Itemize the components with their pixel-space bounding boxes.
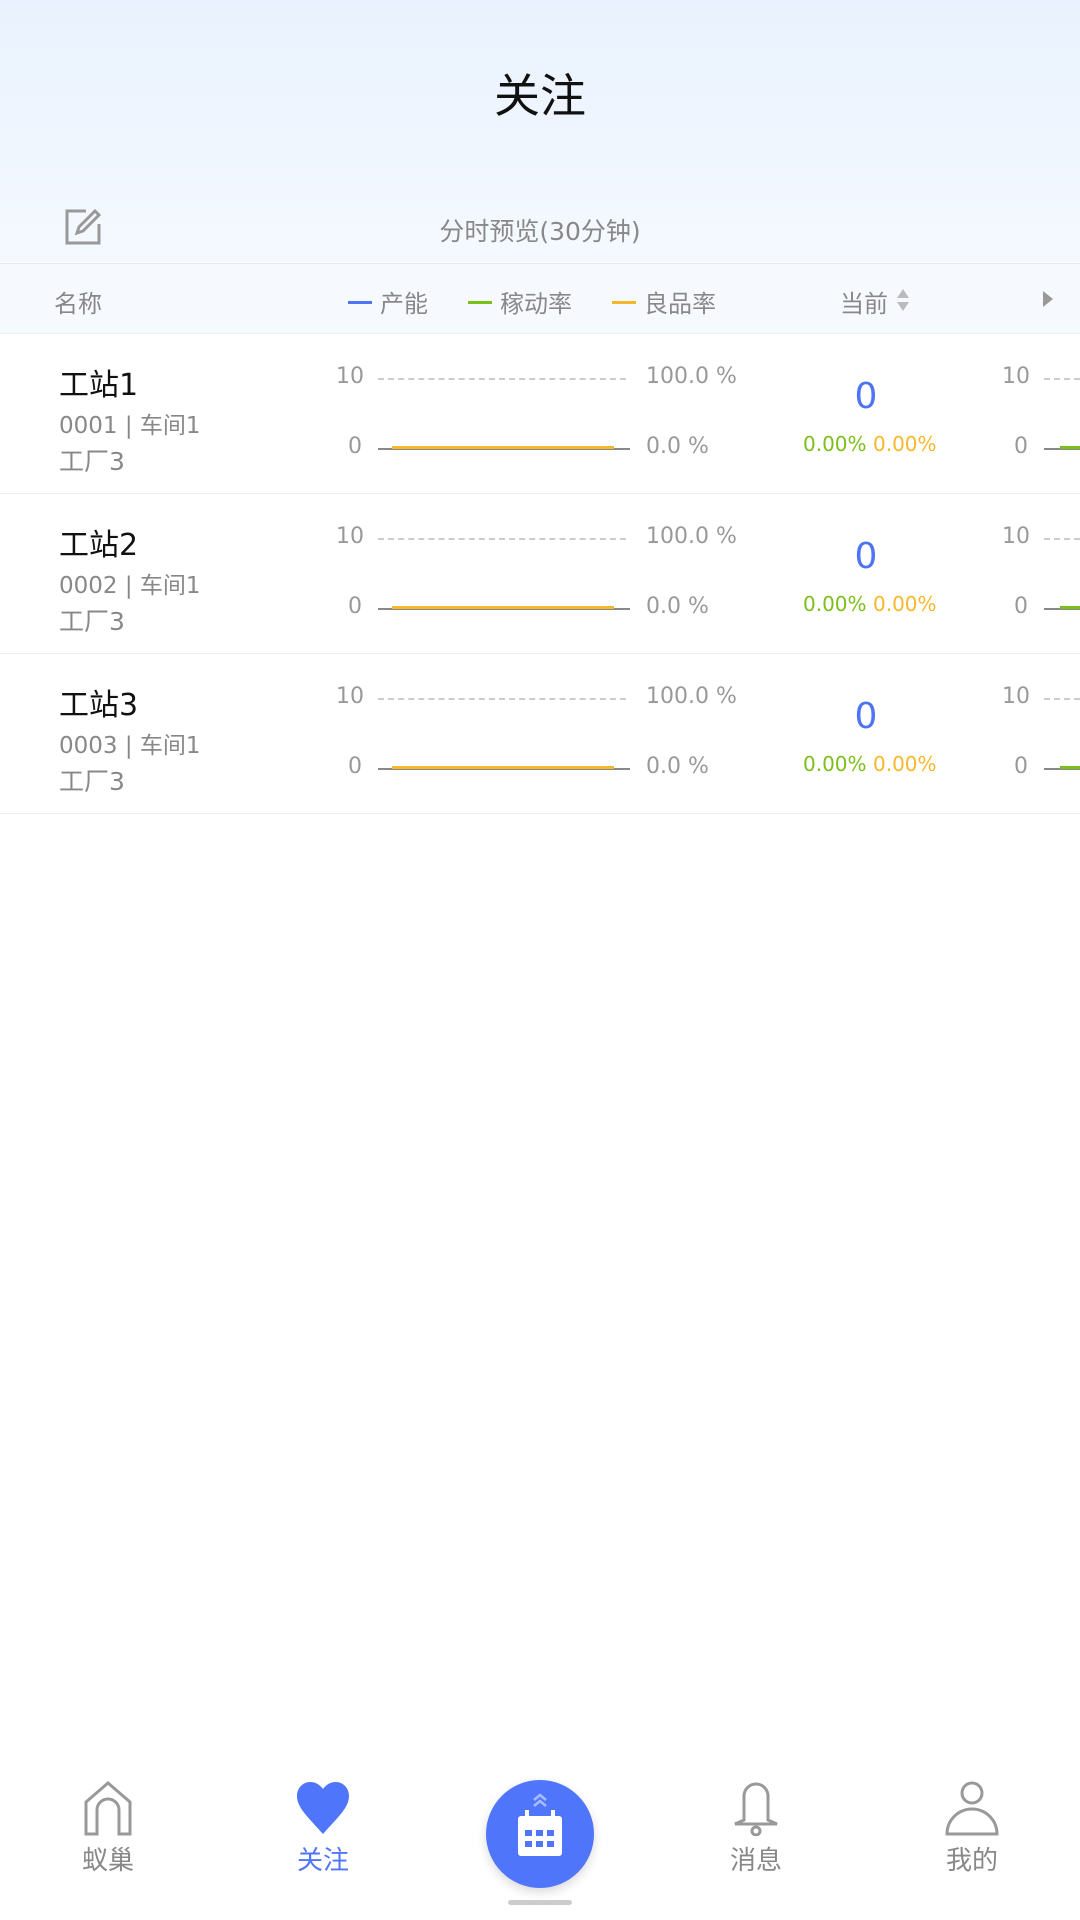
calendar-icon [518, 1793, 562, 1856]
next-axis-min: 0 [1014, 434, 1028, 459]
yield-value: 0.00% [873, 432, 937, 456]
utilization-value: 0.00% [803, 592, 867, 616]
yield-value: 0.00% [873, 752, 937, 776]
station-factory: 工厂3 [59, 447, 125, 476]
table-row[interactable]: 工站3 0003 | 车间1 工厂3 10 0 100.0 % 0.0 % 0 … [0, 654, 1080, 814]
axis-min: 0 [348, 434, 362, 459]
axis-right-max: 100.0 % [646, 684, 737, 709]
next-grid-line [1044, 538, 1080, 540]
next-grid-line [1044, 698, 1080, 700]
home-icon [84, 1781, 132, 1836]
bell-icon [734, 1782, 778, 1836]
next-axis-max: 10 [1002, 524, 1030, 549]
page-title: 关注 [494, 69, 586, 123]
header: 关注 分时预览(30分钟) [0, 0, 1080, 262]
next-utilization-line [1060, 446, 1080, 449]
next-axis-min: 0 [1014, 594, 1028, 619]
table-row[interactable]: 工站2 0002 | 车间1 工厂3 10 0 100.0 % 0.0 % 0 … [0, 494, 1080, 654]
legend-yield: 良品率 [612, 284, 716, 319]
user-icon [945, 1781, 999, 1836]
utilization-value: 0.00% [803, 432, 867, 456]
nav-item-profile[interactable]: 我的 [912, 1780, 1032, 1877]
current-value: 0 [854, 696, 878, 737]
grid-line [378, 698, 626, 700]
utilization-value: 0.00% [803, 752, 867, 776]
yield-value: 0.00% [873, 592, 937, 616]
axis-right-max: 100.0 % [646, 524, 737, 549]
home-indicator [508, 1900, 572, 1905]
station-name: 工站2 [59, 528, 139, 563]
axis-baseline [378, 608, 630, 610]
station-code: 0001 | 车间1 [59, 413, 201, 439]
grid-line [378, 378, 626, 380]
next-axis-min: 0 [1014, 754, 1028, 779]
calendar-button[interactable] [486, 1780, 594, 1888]
toolbar-label: 分时预览(30分钟) [439, 217, 641, 246]
heart-icon [297, 1782, 349, 1834]
axis-max: 10 [336, 364, 364, 389]
axis-baseline [378, 448, 630, 450]
column-current-sort[interactable]: 当前 [840, 284, 910, 319]
next-utilization-line [1060, 606, 1080, 609]
next-utilization-line [1060, 766, 1080, 769]
next-axis-max: 10 [1002, 684, 1030, 709]
table-header: 名称 产能 稼动率 良品率 当前 [0, 263, 1080, 334]
station-name: 工站1 [59, 368, 139, 403]
edit-icon[interactable] [64, 208, 102, 246]
station-code: 0002 | 车间1 [59, 573, 201, 599]
sort-icon [896, 289, 909, 311]
scroll-right-icon[interactable] [1042, 290, 1054, 308]
yield-line [392, 606, 614, 609]
station-factory: 工厂3 [59, 607, 125, 636]
axis-max: 10 [336, 524, 364, 549]
yield-line [392, 766, 614, 769]
axis-min: 0 [348, 754, 362, 779]
grid-line [378, 538, 626, 540]
axis-min: 0 [348, 594, 362, 619]
station-code: 0003 | 车间1 [59, 733, 201, 759]
next-baseline [1044, 608, 1080, 610]
current-value: 0 [854, 376, 878, 417]
next-baseline [1044, 768, 1080, 770]
next-grid-line [1044, 378, 1080, 380]
station-name: 工站3 [59, 688, 139, 723]
axis-right-min: 0.0 % [646, 434, 709, 459]
current-value: 0 [854, 536, 878, 577]
legend-capacity: 产能 [348, 284, 428, 319]
yield-line [392, 446, 614, 449]
station-factory: 工厂3 [59, 767, 125, 796]
legend-utilization: 稼动率 [468, 284, 572, 319]
nav-item-home[interactable]: 蚁巢 [48, 1780, 168, 1877]
axis-right-min: 0.0 % [646, 754, 709, 779]
axis-max: 10 [336, 684, 364, 709]
table-row[interactable]: 工站1 0001 | 车间1 工厂3 10 0 100.0 % 0.0 % 0 … [0, 334, 1080, 494]
nav-item-follow[interactable]: 关注 [263, 1780, 383, 1877]
axis-right-min: 0.0 % [646, 594, 709, 619]
nav-item-messages[interactable]: 消息 [696, 1780, 816, 1877]
column-name: 名称 [54, 290, 102, 318]
axis-right-max: 100.0 % [646, 364, 737, 389]
axis-baseline [378, 768, 630, 770]
next-baseline [1044, 448, 1080, 450]
next-axis-max: 10 [1002, 364, 1030, 389]
